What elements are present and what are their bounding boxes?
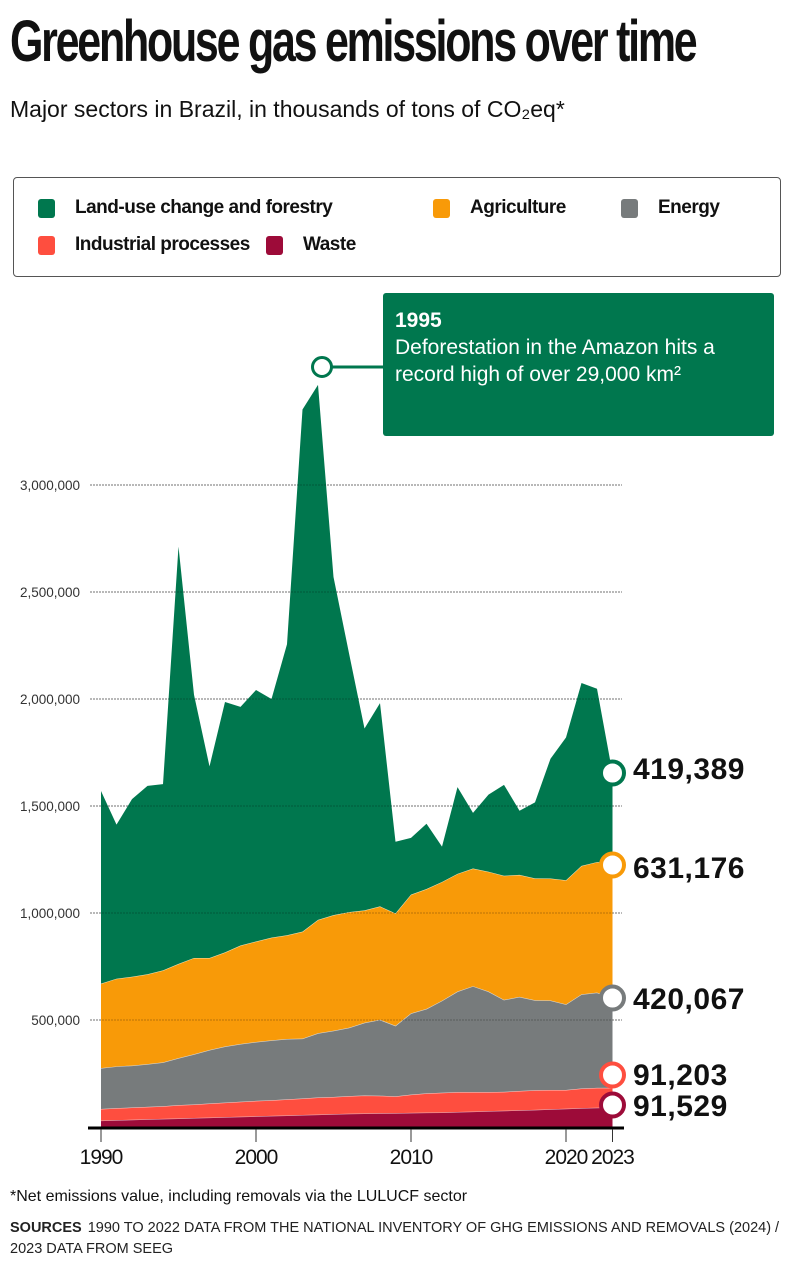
end-marker-land-use-change-and-forestry xyxy=(599,759,626,787)
legend-label: Industrial processes xyxy=(75,234,250,255)
x-tick-label: 1990 xyxy=(80,1146,123,1169)
footnote: *Net emissions value, including removals… xyxy=(10,1188,468,1205)
legend-swatch-agriculture xyxy=(433,198,450,218)
end-label-agriculture: 631,176 xyxy=(633,852,745,885)
legend: Land-use change and forestry Agriculture… xyxy=(13,177,781,277)
annotation-year: 1995 xyxy=(395,309,442,332)
legend-label: Energy xyxy=(658,197,720,218)
legend-item-land-use: Land-use change and forestry xyxy=(38,197,333,219)
legend-swatch-waste xyxy=(266,235,283,255)
legend-label: Land-use change and forestry xyxy=(75,197,333,218)
sources: SOURCES 1990 TO 2022 DATA FROM THE NATION… xyxy=(10,1218,795,1260)
chart-subtitle: Major sectors in Brazil, in thousands of… xyxy=(10,96,565,122)
y-tick-label: 2,000,000 xyxy=(20,692,80,707)
legend-item-waste: Waste xyxy=(266,234,356,256)
legend-swatch-land-use xyxy=(38,198,55,218)
area-energy xyxy=(101,986,613,1110)
end-label-waste: 91,529 xyxy=(633,1090,728,1123)
end-marker-energy xyxy=(599,984,626,1012)
x-axis: 1990 2000 2010 2020 2023 xyxy=(80,1126,635,1169)
markers xyxy=(311,356,626,1119)
x-tick-label: 2010 xyxy=(390,1146,433,1169)
area-agriculture xyxy=(101,862,613,1069)
y-tick-label: 2,500,000 xyxy=(20,585,80,600)
x-tick-label: 2023 xyxy=(591,1146,634,1169)
gridlines-overlay xyxy=(90,484,622,1021)
legend-label: Agriculture xyxy=(470,197,566,218)
legend-item-agriculture: Agriculture xyxy=(433,197,566,219)
end-label-energy: 420,067 xyxy=(633,983,745,1016)
area-land-use-change-and-forestry xyxy=(101,384,613,984)
annotation-text: Deforestation in the Amazon hits a recor… xyxy=(395,336,715,386)
y-axis: 500,000 1,000,000 1,500,000 2,000,000 2,500,… xyxy=(20,478,80,1028)
end-label-industrial: 91,203 xyxy=(633,1059,728,1092)
x-tick-label: 2020 xyxy=(545,1146,588,1169)
legend-swatch-energy xyxy=(621,198,638,218)
legend-item-industrial: Industrial processes xyxy=(38,234,250,256)
chart-title: Greenhouse gas emissions over time xyxy=(10,9,698,74)
y-tick-label: 3,000,000 xyxy=(20,478,80,493)
end-marker-agriculture xyxy=(599,851,626,879)
end-marker-waste xyxy=(599,1091,626,1119)
area-industrial-processes xyxy=(101,1087,613,1121)
area-waste xyxy=(101,1107,613,1127)
annotation-callout: 1995 Deforestation in the Amazon hits a … xyxy=(383,293,774,436)
end-marker-industrial-processes xyxy=(599,1061,626,1089)
y-tick-label: 1,500,000 xyxy=(20,799,80,814)
sources-text: 1990 TO 2022 DATA FROM THE NATIONAL INVE… xyxy=(10,1220,780,1257)
y-tick-label: 1,000,000 xyxy=(20,906,80,921)
legend-swatch-industrial xyxy=(38,235,55,255)
sources-label: SOURCES xyxy=(10,1220,82,1236)
legend-item-energy: Energy xyxy=(621,197,720,219)
area-layers xyxy=(100,384,613,1127)
y-tick-label: 500,000 xyxy=(31,1013,80,1028)
stacked-area-chart: 500,000 1,000,000 1,500,000 2,000,000 2,500,… xyxy=(20,356,635,1169)
end-label-land-use: 419,389 xyxy=(633,753,745,786)
x-tick-label: 2000 xyxy=(235,1146,278,1169)
annotation-marker xyxy=(311,356,333,378)
legend-label: Waste xyxy=(303,234,356,255)
